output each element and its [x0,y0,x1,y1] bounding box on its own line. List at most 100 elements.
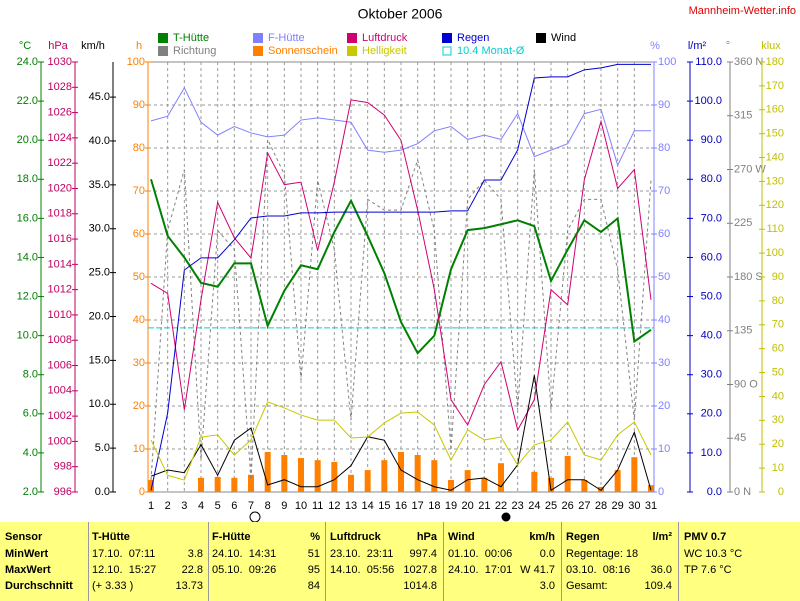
x-tick-label: 15 [378,500,390,512]
table-cell: 3.8 [187,548,203,560]
y-tick-label: 180 S [734,271,763,283]
sunshine-bar [364,470,371,492]
table-cell: Regen [566,531,600,543]
y-tick-label: 80 [772,295,784,307]
legend-swatch [253,46,263,56]
x-tick-label: 11 [312,500,323,512]
y-tick-label: 100 [127,56,145,68]
x-tick-label: 29 [612,500,624,512]
sunshine-bar [398,452,404,492]
y-tick-label: 180 [766,56,784,68]
sunshine-bar [298,458,304,492]
sunshine-bar [581,479,588,492]
y-tick-label: 20 [133,400,145,412]
table-cell: 1014.8 [403,580,437,592]
y-tick-label: 996 [54,486,72,498]
x-tick-label: 23 [512,500,524,512]
y-tick-label: 10.0 [701,447,722,459]
legend-label: T-Hütte [173,32,209,44]
sunshine-bar [331,461,338,492]
y-tick-label: 30 [772,414,784,426]
sunshine-bar [381,460,388,492]
axis-unit: ° [726,40,730,52]
table-cell: Regentage: 18 [566,548,639,560]
y-tick-label: 90 [658,99,670,111]
y-tick-label: 70 [772,319,784,331]
x-tick-label: 19 [445,500,457,512]
table-cell: 51 [307,548,320,560]
stats-table: Sensor T-Hütte F-Hütte% Luftdruck hPa Wind km/… [0,522,800,601]
x-tick-label: 4 [198,500,204,512]
y-tick-label: 50 [133,271,145,283]
y-tick-label: 270 W [734,163,766,175]
y-tick-label: 20 [658,400,670,412]
table-cell: % [310,531,320,543]
table-cell: Wind [448,531,475,543]
y-tick-label: 10 [658,443,670,455]
y-tick-label: 24.0 [17,56,38,68]
y-tick-label: 60.0 [701,251,722,263]
y-tick-label: 4.0 [23,447,38,459]
sunshine-bar [564,455,571,492]
table-cell: 17.10. 07:11 [92,548,156,560]
y-tick-label: 12.0 [17,290,38,302]
y-tick-label: 10.0 [17,330,38,342]
y-tick-label: 60 [133,228,145,240]
x-tick-label: 22 [495,500,507,512]
table-cell: 22.8 [181,564,203,576]
column-separator [443,522,444,601]
x-tick-label: 30 [628,500,640,512]
sunshine-bar [598,486,604,492]
sunshine-bar [631,457,638,492]
sunshine-bar [448,479,454,492]
y-tick-label: 22.0 [17,95,38,107]
y-tick-label: 60 [658,228,670,240]
y-tick-label: 90.0 [701,134,722,146]
y-tick-label: 150 [766,128,784,140]
sunshine-bar [414,455,421,492]
y-tick-label: 18.0 [17,173,38,185]
x-tick-label: 20 [462,500,474,512]
legend-label: Helligkeit [362,45,407,57]
series-line [150,375,652,492]
y-tick-label: 1000 [48,435,72,447]
y-tick-label: 70 [133,185,145,197]
y-tick-label: 20.0 [701,408,722,420]
y-tick-label: 8.0 [23,369,38,381]
table-cell: 36.0 [650,564,672,576]
table-cell: 997.4 [409,548,437,560]
y-tick-label: 50 [658,271,670,283]
y-tick-label: 20.0 [17,134,38,146]
x-tick-label: 6 [231,500,237,512]
y-tick-label: 135 [734,325,752,337]
sunshine-bar [431,460,438,492]
table-cell: 12.10. 15:27 [92,564,157,576]
y-tick-label: 100 [766,247,784,259]
legend-label: Wind [551,32,576,44]
y-tick-label: 20.0 [89,310,110,322]
y-tick-label: 80 [133,142,145,154]
y-tick-label: 0 [139,486,145,498]
table-cell: 03.10. 08:16 [566,564,631,576]
y-tick-label: 40.0 [89,135,110,147]
x-tick-label: 10 [295,500,307,512]
y-tick-label: 1012 [48,284,72,296]
y-tick-label: 1008 [48,334,72,346]
y-tick-label: 140 [766,151,784,163]
table-cell: T-Hütte [92,531,130,543]
x-tick-label: 13 [345,500,357,512]
table-cell: 0.0 [539,548,555,560]
y-tick-label: 20 [772,438,784,450]
y-tick-label: 1010 [48,309,72,321]
table-cell: 109.4 [644,580,672,592]
y-tick-label: 1022 [48,157,72,169]
table-cell: Durchschnitt [5,580,73,592]
sunshine-bar [481,477,488,492]
y-tick-label: 25.0 [89,267,110,279]
y-tick-label: 6.0 [23,408,38,420]
table-cell: Gesamt: [566,580,608,592]
y-tick-label: 35.0 [89,179,110,191]
x-tick-label: 24 [528,500,540,512]
sunshine-bar [214,476,221,492]
y-tick-label: 90 [772,271,784,283]
